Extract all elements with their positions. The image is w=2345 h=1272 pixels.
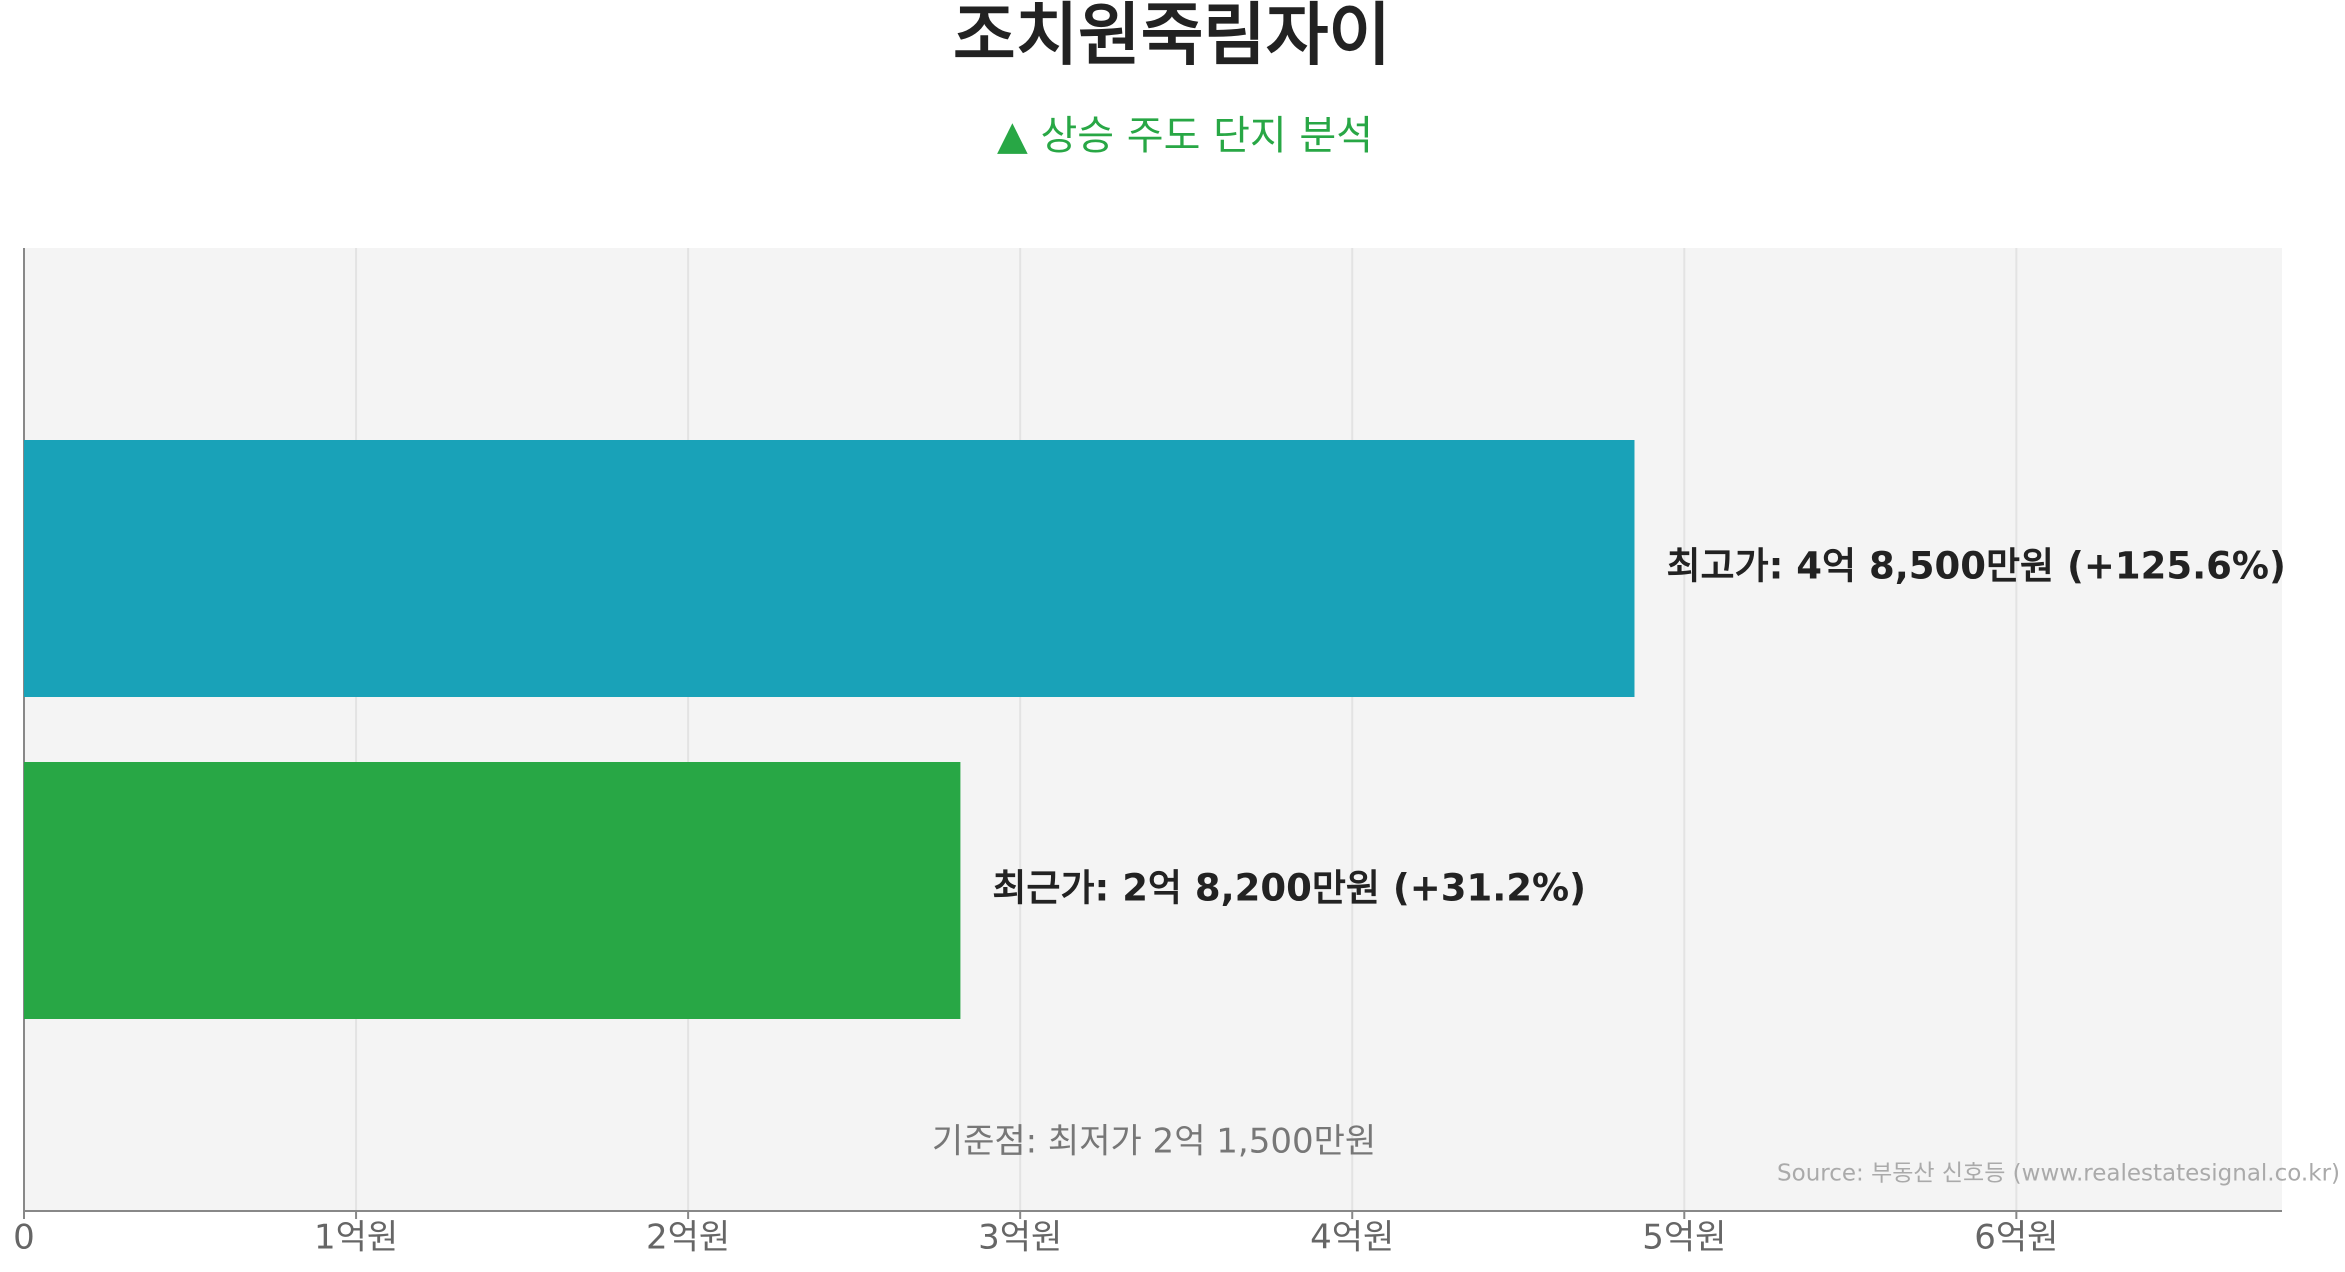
x-tick-label: 0 [13, 1218, 35, 1258]
value-label: 최고가: 4억 8,500만원 (+125.6%) [1666, 545, 2285, 588]
chart-subtitle: ▲ 상승 주도 단지 분석 [997, 113, 1373, 159]
plot-background [24, 248, 2282, 1211]
bar [24, 440, 1635, 697]
x-tick-label: 1억원 [314, 1218, 398, 1258]
x-tick-label: 5억원 [1642, 1218, 1726, 1258]
bar [24, 762, 961, 1019]
value-label: 최근가: 2억 8,200만원 (+31.2%) [992, 867, 1586, 910]
x-tick-label: 2억원 [646, 1218, 730, 1258]
annotation: 기준점: 최저가 2억 1,500만원 [932, 1122, 1376, 1162]
source: Source: 부동산 신호등 (www.realestatesignal.co… [1777, 1161, 2340, 1187]
x-tick-label: 6억원 [1974, 1218, 2058, 1258]
chart-title: 조치원죽림자이 [953, 0, 1391, 76]
x-tick-label: 4억원 [1310, 1218, 1394, 1258]
x-tick-label: 3억원 [978, 1218, 1062, 1258]
